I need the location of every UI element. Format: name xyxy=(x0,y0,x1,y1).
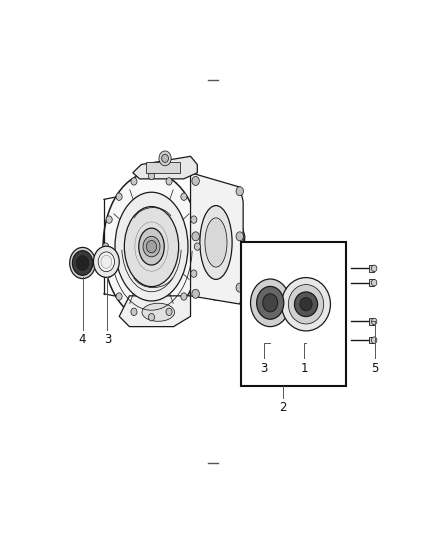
Circle shape xyxy=(257,286,284,319)
Circle shape xyxy=(166,308,172,316)
Circle shape xyxy=(146,240,156,253)
Circle shape xyxy=(371,318,377,325)
Circle shape xyxy=(191,270,197,277)
Text: 5: 5 xyxy=(371,361,378,375)
Ellipse shape xyxy=(282,278,330,331)
Circle shape xyxy=(70,247,95,279)
Circle shape xyxy=(116,293,122,300)
Polygon shape xyxy=(119,296,191,327)
Bar xyxy=(369,337,374,343)
Circle shape xyxy=(106,270,112,277)
Ellipse shape xyxy=(103,173,200,320)
Circle shape xyxy=(236,232,244,241)
Circle shape xyxy=(251,279,290,327)
Polygon shape xyxy=(133,156,197,179)
Ellipse shape xyxy=(139,228,164,265)
Ellipse shape xyxy=(142,303,175,321)
Ellipse shape xyxy=(300,298,312,311)
Circle shape xyxy=(116,193,122,200)
Circle shape xyxy=(181,293,187,300)
Circle shape xyxy=(371,265,377,272)
Circle shape xyxy=(143,236,160,257)
Polygon shape xyxy=(191,173,243,304)
Circle shape xyxy=(101,255,112,268)
Bar xyxy=(146,163,180,173)
Circle shape xyxy=(131,177,137,185)
Bar xyxy=(369,279,374,286)
Polygon shape xyxy=(197,224,245,300)
Circle shape xyxy=(93,246,119,277)
Circle shape xyxy=(106,216,112,223)
Circle shape xyxy=(148,313,155,321)
Circle shape xyxy=(148,172,155,180)
Ellipse shape xyxy=(124,207,179,287)
Ellipse shape xyxy=(288,285,324,324)
Ellipse shape xyxy=(205,218,227,267)
Circle shape xyxy=(102,243,109,251)
Circle shape xyxy=(236,283,244,292)
Ellipse shape xyxy=(115,192,188,301)
Text: 2: 2 xyxy=(279,401,286,414)
Circle shape xyxy=(236,187,244,196)
Circle shape xyxy=(72,251,93,276)
Bar xyxy=(369,265,374,272)
Circle shape xyxy=(192,289,199,298)
Ellipse shape xyxy=(200,206,232,279)
Text: 1: 1 xyxy=(300,361,308,375)
Circle shape xyxy=(77,256,88,270)
Circle shape xyxy=(159,151,171,166)
Circle shape xyxy=(371,337,377,343)
Ellipse shape xyxy=(294,292,318,317)
Circle shape xyxy=(192,176,199,185)
Circle shape xyxy=(162,154,169,163)
Circle shape xyxy=(191,216,197,223)
Circle shape xyxy=(263,294,278,312)
Circle shape xyxy=(192,232,199,241)
Circle shape xyxy=(98,252,114,272)
Text: 3: 3 xyxy=(260,361,267,375)
Text: 4: 4 xyxy=(79,333,86,346)
Circle shape xyxy=(131,308,137,316)
Bar xyxy=(241,243,346,386)
Circle shape xyxy=(181,193,187,200)
Circle shape xyxy=(166,177,172,185)
Circle shape xyxy=(371,279,377,286)
Text: 3: 3 xyxy=(104,333,111,346)
Circle shape xyxy=(194,243,200,251)
Bar xyxy=(369,318,374,325)
